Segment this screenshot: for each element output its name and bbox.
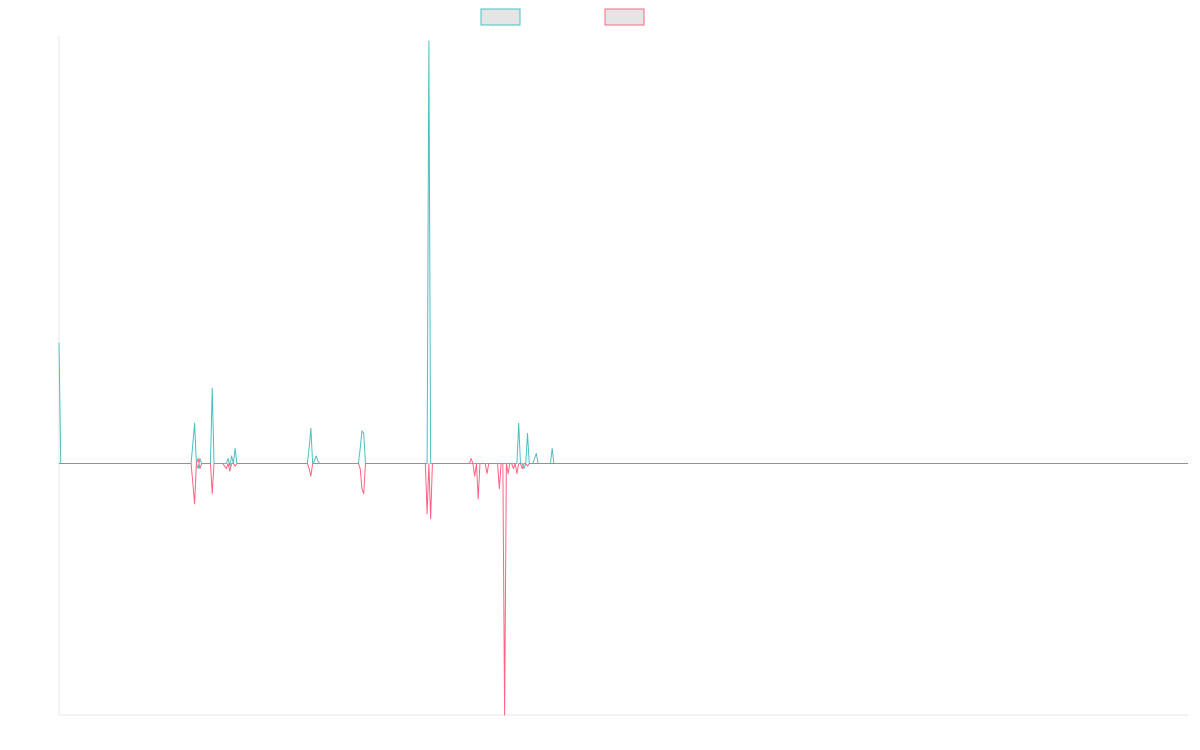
series-line-2 — [59, 457, 1188, 716]
series-line-1 — [58, 40, 1188, 470]
legend-swatch-1 — [480, 8, 521, 26]
chart-axes — [58, 36, 1188, 716]
chart-legend — [480, 8, 645, 26]
chart-series-layer — [58, 40, 1188, 716]
legend-swatch-2 — [604, 8, 645, 26]
